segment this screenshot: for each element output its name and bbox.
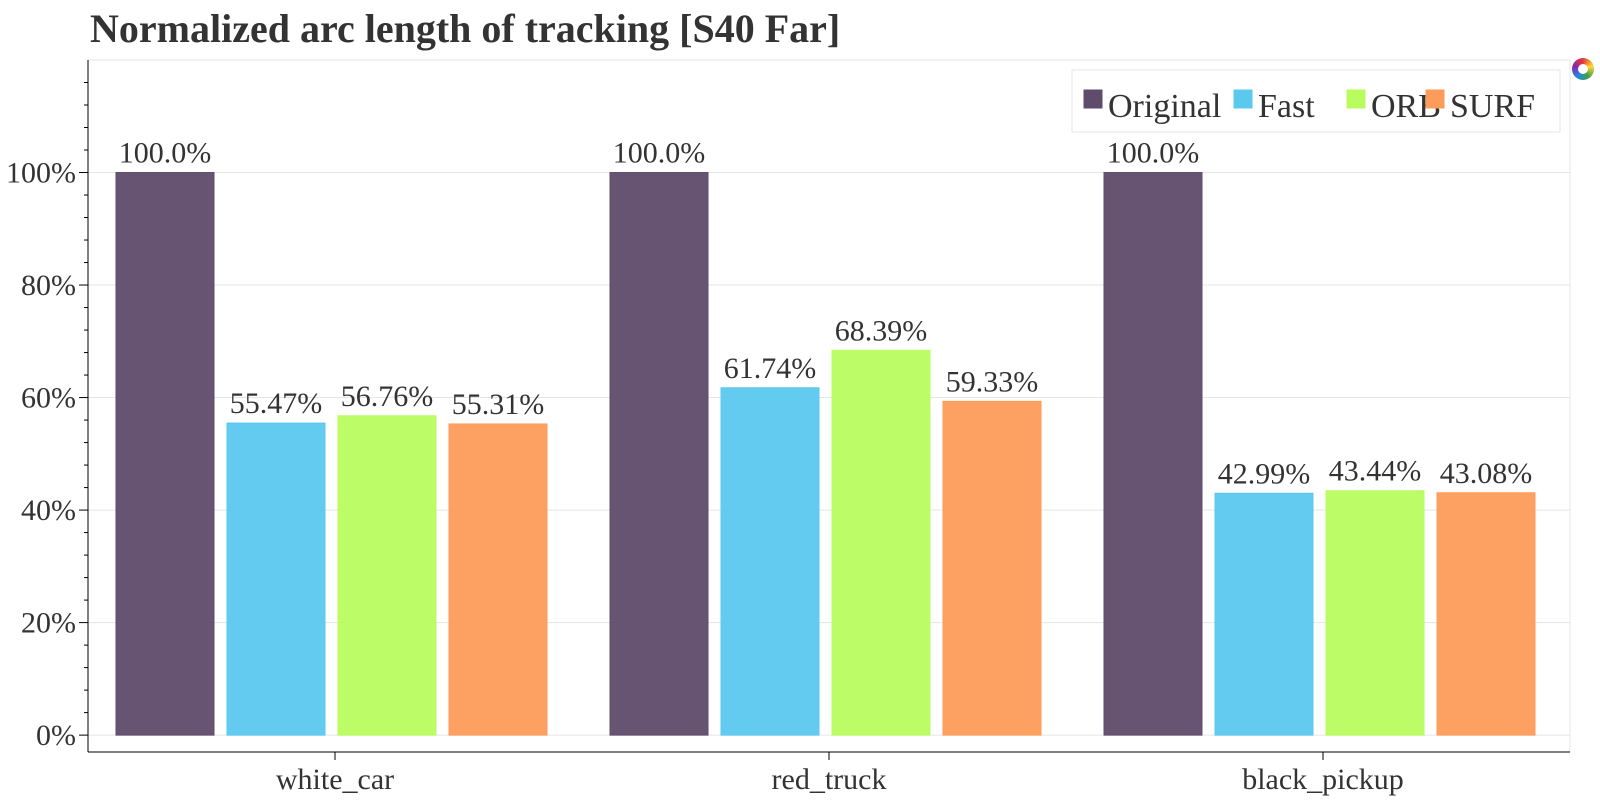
data-label: 61.74% [724, 352, 817, 385]
legend-swatch-orb[interactable] [1346, 89, 1366, 109]
bar-original-white_car[interactable] [115, 172, 215, 736]
y-tick-label: 20% [21, 607, 76, 640]
legend[interactable]: Original Fast ORB SURF [1071, 69, 1561, 133]
data-label: 55.31% [452, 388, 545, 421]
data-label: 100.0% [613, 137, 706, 170]
data-labels-layer: 100.0% 55.47% 56.76% 55.31% 100.0% 61.74% 68.3… [119, 137, 1533, 491]
legend-box [1071, 69, 1561, 133]
bar-orb-black_pickup[interactable] [1325, 490, 1425, 736]
legend-swatch-fast[interactable] [1233, 89, 1253, 109]
x-tick-label: red_truck [772, 763, 887, 796]
y-tick-label: 40% [21, 494, 76, 527]
bar-fast-white_car[interactable] [226, 422, 326, 736]
bar-original-red_truck[interactable] [609, 172, 709, 736]
bar-original-black_pickup[interactable] [1103, 172, 1203, 736]
legend-swatch-surf[interactable] [1425, 89, 1445, 109]
bar-surf-black_pickup[interactable] [1436, 492, 1536, 736]
legend-label-fast[interactable]: Fast [1258, 88, 1315, 125]
bars-layer [115, 172, 1536, 736]
data-label: 68.39% [835, 314, 928, 347]
bokeh-logo-icon[interactable] [1572, 58, 1594, 80]
y-tick-label: 60% [21, 382, 76, 415]
bar-orb-white_car[interactable] [337, 415, 437, 736]
axes-layer: 0% 20% 40% 60% 80% 100% white_car red_truck blac… [6, 60, 1570, 796]
bar-surf-red_truck[interactable] [942, 400, 1042, 736]
data-label: 43.44% [1329, 455, 1422, 488]
data-label: 55.47% [230, 387, 323, 420]
legend-label-surf[interactable]: SURF [1450, 88, 1535, 125]
bar-fast-red_truck[interactable] [720, 387, 820, 736]
bar-fast-black_pickup[interactable] [1214, 492, 1314, 736]
data-label: 59.33% [946, 365, 1039, 398]
data-label: 100.0% [119, 137, 212, 170]
legend-label-original[interactable]: Original [1108, 88, 1221, 125]
data-label: 100.0% [1107, 137, 1200, 170]
x-tick-label: white_car [276, 763, 394, 796]
legend-swatch-original[interactable] [1083, 89, 1103, 109]
chart-title: Normalized arc length of tracking [S40 F… [90, 6, 840, 51]
data-label: 56.76% [341, 380, 434, 413]
data-label: 42.99% [1218, 457, 1311, 490]
bar-orb-red_truck[interactable] [831, 349, 931, 736]
x-tick-label: black_pickup [1242, 763, 1404, 796]
y-tick-label: 100% [6, 157, 76, 190]
y-tick-label: 0% [36, 719, 76, 752]
bar-surf-white_car[interactable] [448, 423, 548, 736]
data-label: 43.08% [1440, 457, 1533, 490]
y-tick-label: 80% [21, 269, 76, 302]
